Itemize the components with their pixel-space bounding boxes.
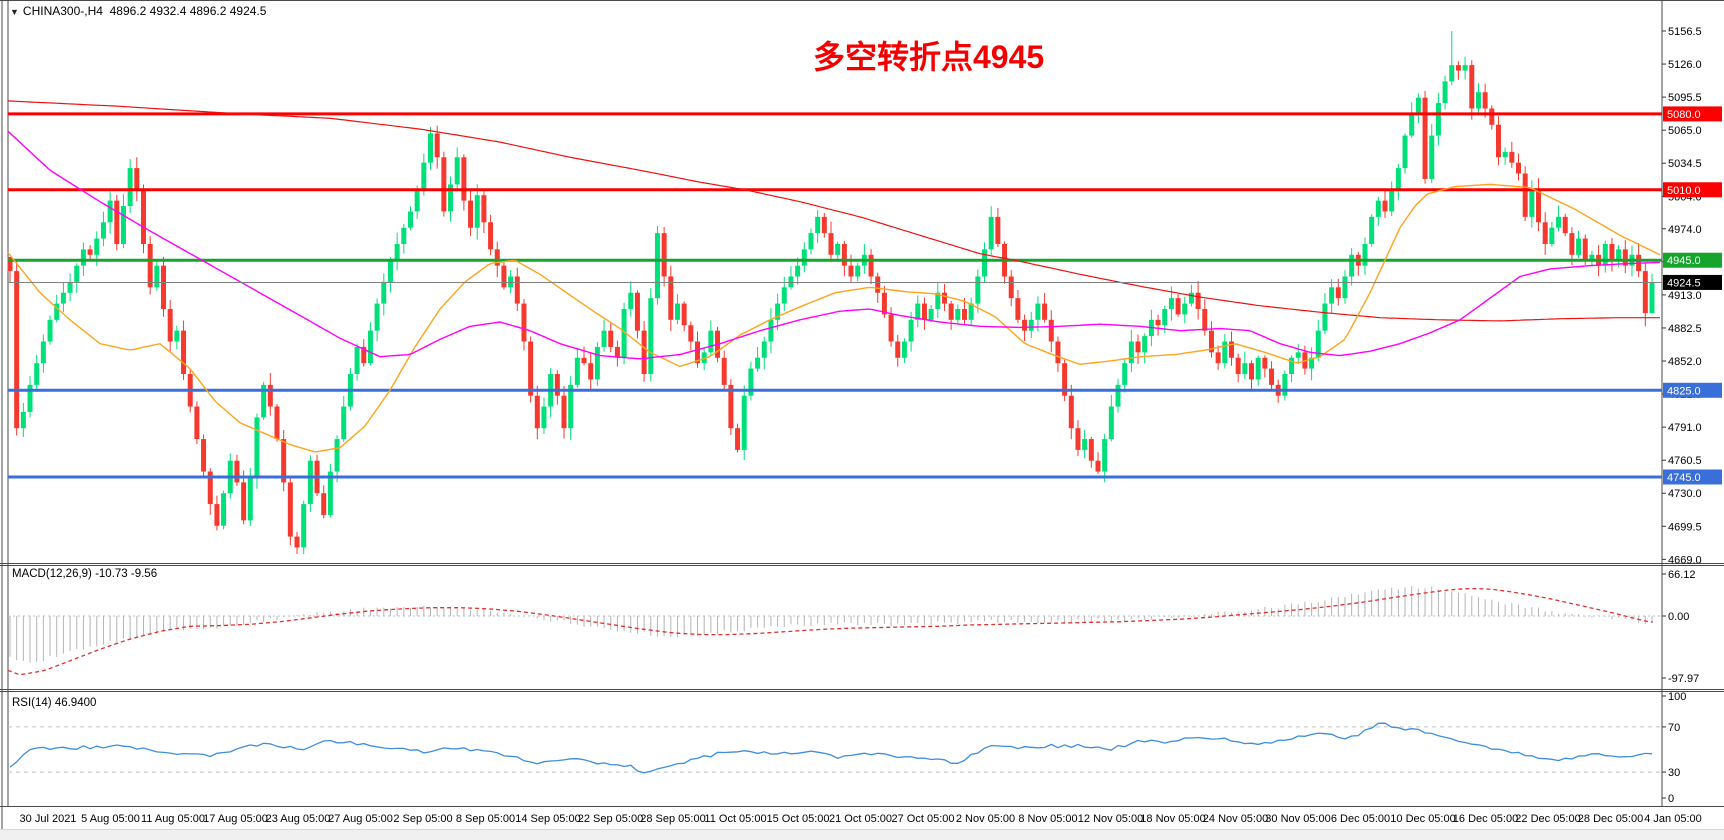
svg-text:15 Oct 05:00: 15 Oct 05:00 <box>767 813 830 825</box>
macd-axis[interactable]: 66.12 0.00 -97.97 <box>1662 569 1699 685</box>
svg-text:4974.0: 4974.0 <box>1668 224 1702 236</box>
svg-text:16 Dec 05:00: 16 Dec 05:00 <box>1453 813 1518 825</box>
svg-text:4730.0: 4730.0 <box>1668 488 1702 500</box>
svg-text:22 Dec 05:00: 22 Dec 05:00 <box>1515 813 1580 825</box>
svg-text:4669.0: 4669.0 <box>1668 554 1702 566</box>
svg-text:4745.0: 4745.0 <box>1667 472 1701 484</box>
svg-text:27 Aug 05:00: 27 Aug 05:00 <box>328 813 393 825</box>
svg-text:23 Aug 05:00: 23 Aug 05:00 <box>266 813 331 825</box>
ohlc-quote-label: 4896.2 4932.4 4896.2 4924.5 <box>109 4 267 18</box>
svg-text:4852.0: 4852.0 <box>1668 356 1702 368</box>
macd-indicator-label: MACD(12,26,9) -10.73 -9.56 <box>12 568 158 580</box>
svg-text:5095.5: 5095.5 <box>1668 92 1702 104</box>
price-axis[interactable]: 5156.55126.05095.55065.05034.55004.04974… <box>1662 26 1702 566</box>
svg-text:0: 0 <box>1668 793 1674 805</box>
svg-text:4945.0: 4945.0 <box>1667 255 1701 267</box>
svg-text:5 Aug 05:00: 5 Aug 05:00 <box>81 813 140 825</box>
svg-text:22 Sep 05:00: 22 Sep 05:00 <box>578 813 643 825</box>
svg-text:8 Nov 05:00: 8 Nov 05:00 <box>1018 813 1077 825</box>
svg-text:2 Sep 05:00: 2 Sep 05:00 <box>393 813 452 825</box>
svg-text:66.12: 66.12 <box>1668 569 1696 581</box>
svg-text:18 Nov 05:00: 18 Nov 05:00 <box>1140 813 1205 825</box>
svg-text:70: 70 <box>1668 722 1680 734</box>
svg-text:30 Nov 05:00: 30 Nov 05:00 <box>1265 813 1330 825</box>
svg-text:17 Aug 05:00: 17 Aug 05:00 <box>203 813 268 825</box>
svg-text:5156.5: 5156.5 <box>1668 26 1702 38</box>
svg-text:5065.0: 5065.0 <box>1668 125 1702 137</box>
svg-text:14 Sep 05:00: 14 Sep 05:00 <box>515 813 580 825</box>
svg-text:5010.0: 5010.0 <box>1667 185 1701 197</box>
svg-text:27 Oct 05:00: 27 Oct 05:00 <box>892 813 955 825</box>
svg-text:8 Sep 05:00: 8 Sep 05:00 <box>456 813 515 825</box>
svg-text:-97.97: -97.97 <box>1668 673 1699 685</box>
chart-annotation-text: 多空转折点4945 <box>813 39 1045 75</box>
svg-text:21 Oct 05:00: 21 Oct 05:00 <box>829 813 892 825</box>
axis-price-boxes: 5080.0 5010.0 4945.0 4825.0 4745.0 4924.5 <box>1663 106 1722 485</box>
svg-text:2 Nov 05:00: 2 Nov 05:00 <box>956 813 1015 825</box>
macd-panel[interactable] <box>7 585 1662 675</box>
svg-text:11 Oct 05:00: 11 Oct 05:00 <box>704 813 766 825</box>
svg-text:4924.5: 4924.5 <box>1667 277 1701 289</box>
symbol-period-label: CHINA300-,H4 <box>22 4 103 18</box>
rsi-indicator-label: RSI(14) 46.9400 <box>12 697 97 709</box>
quote-header: ▼ CHINA300-,H4 4896.2 4932.4 4896.2 4924.… <box>10 4 266 18</box>
svg-text:5080.0: 5080.0 <box>1667 109 1701 121</box>
level-lines-layer[interactable] <box>8 112 1662 479</box>
svg-text:4699.5: 4699.5 <box>1668 521 1702 533</box>
svg-text:10 Dec 05:00: 10 Dec 05:00 <box>1390 813 1455 825</box>
svg-text:4791.0: 4791.0 <box>1668 422 1702 434</box>
svg-text:4760.5: 4760.5 <box>1668 455 1702 467</box>
symbol-dropdown-icon[interactable]: ▼ <box>10 7 19 17</box>
svg-text:5034.5: 5034.5 <box>1668 158 1702 170</box>
svg-text:4913.0: 4913.0 <box>1668 290 1702 302</box>
svg-text:12 Nov 05:00: 12 Nov 05:00 <box>1078 813 1143 825</box>
svg-text:11 Aug 05:00: 11 Aug 05:00 <box>141 813 205 825</box>
svg-text:4 Jan 05:00: 4 Jan 05:00 <box>1644 813 1702 825</box>
svg-text:5126.0: 5126.0 <box>1668 59 1702 71</box>
svg-text:6 Dec 05:00: 6 Dec 05:00 <box>1331 813 1390 825</box>
svg-text:4882.5: 4882.5 <box>1668 323 1702 335</box>
bottom-scroll-strip[interactable] <box>0 829 1724 840</box>
svg-text:100: 100 <box>1668 691 1686 703</box>
svg-text:28 Sep 05:00: 28 Sep 05:00 <box>640 813 705 825</box>
svg-text:28 Dec 05:00: 28 Dec 05:00 <box>1578 813 1643 825</box>
rsi-axis[interactable]: 100 70 30 0 <box>1662 691 1686 805</box>
moving-averages-layer <box>7 100 1661 453</box>
svg-text:4825.0: 4825.0 <box>1667 385 1701 397</box>
svg-text:30: 30 <box>1668 767 1680 779</box>
svg-text:0.00: 0.00 <box>1668 611 1689 623</box>
svg-text:30 Jul 2021: 30 Jul 2021 <box>20 813 77 825</box>
svg-text:24 Nov 05:00: 24 Nov 05:00 <box>1203 813 1268 825</box>
rsi-panel[interactable] <box>8 722 1662 774</box>
